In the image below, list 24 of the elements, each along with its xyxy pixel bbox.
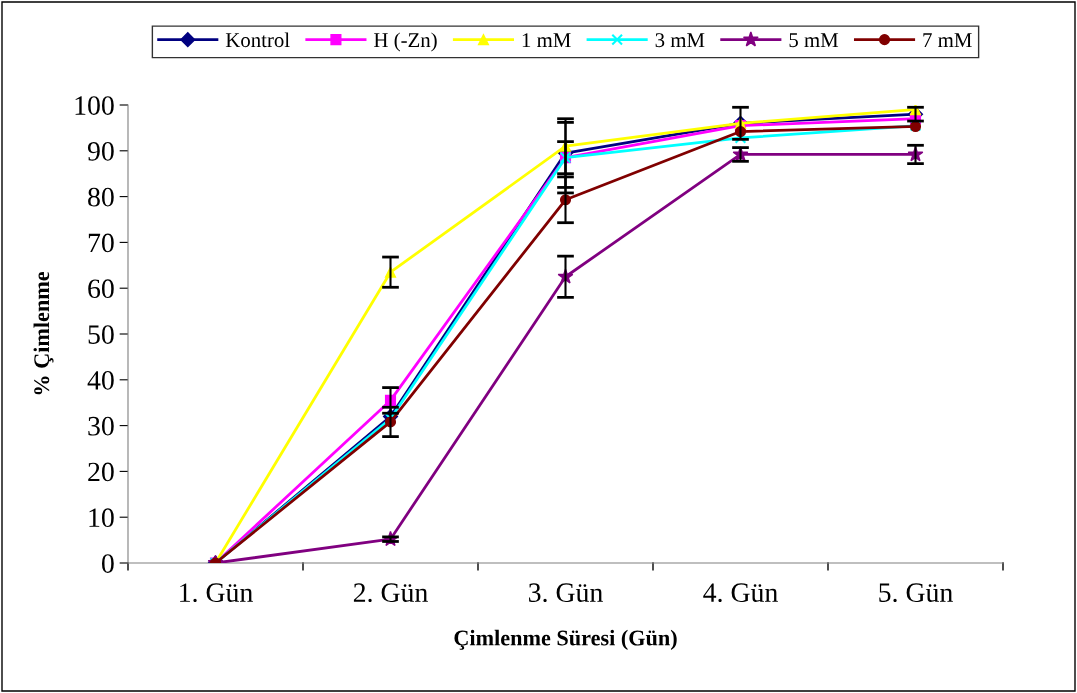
legend-label: 7 mM <box>923 33 972 47</box>
y-tick-label: 40 <box>87 370 114 390</box>
y-axis-title: % Çimlenme <box>33 271 54 395</box>
legend-label: 3 mM <box>655 33 705 48</box>
legend-label: 1 mM <box>522 33 571 47</box>
y-tick-label: 100 <box>75 96 114 115</box>
x-tick-label: 3. Gün <box>529 583 603 603</box>
y-tick-label: 70 <box>88 233 114 253</box>
x-tick-label: 1. Gün <box>180 583 253 603</box>
y-tick-label: 90 <box>87 141 114 161</box>
x-tick-label: 4. Gün <box>703 583 778 603</box>
y-tick-label: 20 <box>88 462 114 482</box>
y-tick-label: 80 <box>88 187 114 207</box>
y-tick-label: 60 <box>88 279 114 299</box>
legend-label: H (-Zn) <box>374 32 437 52</box>
y-tick-label: 0 <box>101 554 114 573</box>
x-tick-label: 5. Gün <box>879 583 953 603</box>
y-tick-label: 10 <box>89 508 114 528</box>
x-axis-title: Çimlenme Süresi (Gün) <box>454 629 677 651</box>
x-tick-label: 2. Gün <box>353 583 428 603</box>
y-tick-label: 30 <box>88 416 114 436</box>
y-tick-label: 50 <box>88 325 114 344</box>
legend-label: Kontrol <box>225 32 290 48</box>
legend-label: 5 mM <box>789 33 839 48</box>
